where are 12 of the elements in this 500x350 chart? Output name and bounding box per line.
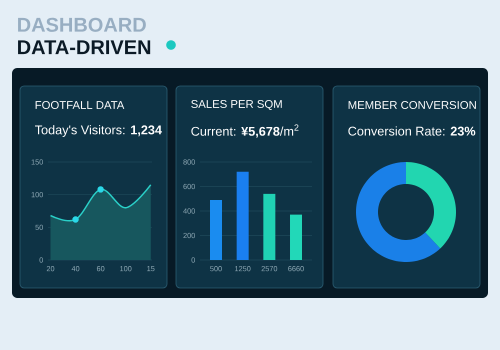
bar bbox=[290, 214, 302, 260]
chart-subtitle: Today's Visitors: 1,234 bbox=[35, 125, 162, 137]
bar bbox=[236, 172, 249, 260]
bar bbox=[210, 200, 222, 260]
text: DASHBOARD bbox=[18, 18, 146, 32]
bar bbox=[263, 194, 276, 260]
chart-subtitle: Current: ¥5,678/m$^{2}$ bbox=[191, 124, 298, 138]
chart-subtitle: Conversion Rate: 23% bbox=[348, 126, 476, 136]
chart-title: SALES PER SQM bbox=[191, 100, 282, 110]
text: DATA-DRIVEN bbox=[18, 40, 150, 54]
chart-title: FOOTFALL DATA bbox=[36, 100, 124, 110]
chart-title: MEMBER CONVERSION bbox=[348, 100, 476, 110]
